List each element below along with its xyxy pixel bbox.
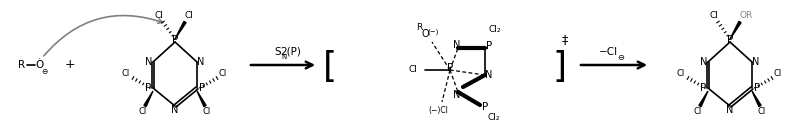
- Text: P: P: [199, 83, 205, 93]
- Text: Cl: Cl: [203, 108, 211, 116]
- Text: (−): (−): [427, 29, 438, 35]
- Text: N: N: [145, 57, 152, 67]
- Text: Cl: Cl: [408, 66, 417, 74]
- Text: S: S: [275, 47, 281, 57]
- Text: N: N: [485, 70, 493, 80]
- Text: P: P: [447, 63, 453, 73]
- Polygon shape: [699, 91, 708, 107]
- Text: P: P: [145, 83, 151, 93]
- Text: Cl: Cl: [219, 70, 228, 79]
- Text: Cl₂: Cl₂: [489, 25, 501, 34]
- Text: Cl: Cl: [694, 108, 702, 116]
- Text: P: P: [172, 35, 178, 45]
- Text: Cl: Cl: [139, 108, 147, 116]
- Text: O: O: [36, 60, 44, 70]
- Text: Cl: Cl: [122, 70, 130, 79]
- Text: ]: ]: [553, 50, 567, 84]
- Polygon shape: [144, 91, 153, 107]
- Text: P: P: [700, 83, 706, 93]
- Text: ‡: ‡: [562, 34, 568, 47]
- Text: OR: OR: [739, 11, 753, 21]
- Text: [: [: [323, 50, 337, 84]
- Text: 2(P): 2(P): [280, 47, 302, 57]
- Text: Cl: Cl: [774, 70, 782, 79]
- Text: (−)Cl: (−)Cl: [428, 106, 448, 115]
- Text: −Cl: −Cl: [599, 47, 618, 57]
- Text: N: N: [453, 90, 461, 100]
- Text: N: N: [453, 40, 461, 50]
- Text: Cl₂: Cl₂: [487, 112, 500, 122]
- Text: N: N: [700, 57, 708, 67]
- Text: ⊖: ⊖: [618, 53, 625, 61]
- Text: Cl: Cl: [758, 108, 766, 116]
- Text: N: N: [752, 57, 760, 67]
- Text: P: P: [482, 102, 488, 112]
- Text: P: P: [727, 35, 733, 45]
- Text: N: N: [198, 57, 205, 67]
- Text: N: N: [171, 105, 179, 115]
- Text: N: N: [726, 105, 734, 115]
- Text: Cl: Cl: [185, 11, 194, 21]
- Polygon shape: [175, 21, 186, 39]
- Text: R: R: [18, 60, 25, 70]
- Text: ⊖: ⊖: [41, 67, 47, 76]
- Text: Cl: Cl: [155, 11, 164, 21]
- Polygon shape: [730, 21, 741, 39]
- Text: P: P: [754, 83, 760, 93]
- Polygon shape: [752, 91, 761, 107]
- Text: +: +: [65, 58, 75, 72]
- Text: N: N: [281, 54, 287, 60]
- Text: ·: ·: [36, 56, 40, 64]
- Text: O: O: [421, 29, 429, 39]
- Text: P: P: [486, 41, 492, 51]
- Text: Cl: Cl: [677, 70, 685, 79]
- Text: R: R: [416, 22, 422, 31]
- Text: Cl: Cl: [709, 11, 718, 21]
- Polygon shape: [197, 91, 206, 107]
- FancyArrowPatch shape: [43, 15, 163, 56]
